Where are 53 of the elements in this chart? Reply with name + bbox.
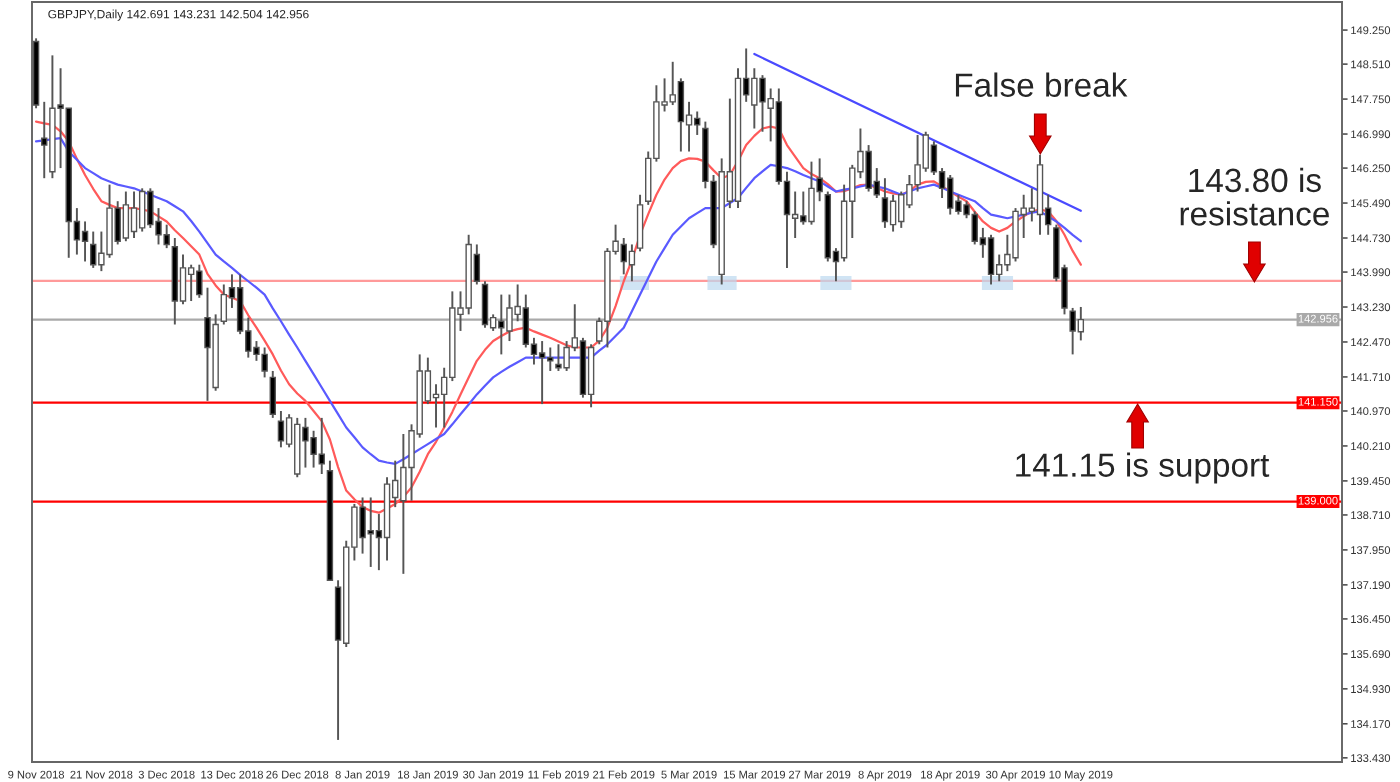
candlestick	[147, 187, 154, 229]
candlestick	[620, 237, 627, 276]
candlestick	[677, 77, 685, 153]
candlestick	[759, 74, 766, 133]
candlestick	[204, 286, 211, 402]
candlestick	[881, 177, 889, 229]
candlestick	[498, 293, 505, 356]
candlestick	[81, 220, 89, 263]
candlestick	[628, 243, 636, 283]
candlestick	[865, 144, 872, 193]
candlestick	[522, 293, 530, 349]
candlestick	[196, 263, 203, 299]
candlestick	[359, 496, 366, 555]
candlestick	[187, 263, 195, 302]
candlestick	[1012, 207, 1019, 263]
candlestick	[946, 174, 954, 216]
annotation: 141.15 is support	[1016, 452, 1270, 484]
candlestick	[122, 190, 130, 243]
candlestick	[751, 67, 758, 130]
candlestick	[277, 410, 285, 449]
candlestick	[563, 340, 570, 372]
text: 143.80 is resistance	[1180, 167, 1329, 226]
candlestick	[808, 160, 815, 226]
candlestick	[587, 343, 595, 409]
candlestick	[138, 187, 146, 233]
candlestick	[506, 293, 513, 343]
candlestick	[987, 233, 995, 286]
candlestick	[547, 346, 554, 372]
candlestick	[1069, 306, 1076, 356]
candlestick	[889, 193, 897, 233]
candlestick	[898, 190, 905, 229]
candlestick	[41, 100, 48, 180]
candlestick	[310, 429, 317, 469]
candlestick	[318, 416, 325, 475]
candlestick	[130, 190, 138, 239]
candlestick	[179, 253, 187, 306]
candlestick	[302, 416, 309, 469]
candlestick	[261, 346, 268, 379]
candlestick	[636, 193, 644, 253]
candlestick	[367, 496, 374, 568]
candlestick	[106, 183, 113, 259]
candlestick	[220, 283, 228, 326]
candlestick	[400, 433, 407, 575]
candlestick	[538, 340, 546, 406]
candlestick	[1077, 306, 1085, 342]
candlestick	[269, 369, 277, 419]
candlestick	[555, 343, 562, 372]
annotation: False break	[955, 72, 1128, 97]
candlestick	[800, 190, 807, 226]
candlestick	[163, 223, 170, 250]
candlestick	[481, 280, 489, 329]
candlestick	[89, 230, 97, 269]
candlestick	[693, 110, 701, 136]
